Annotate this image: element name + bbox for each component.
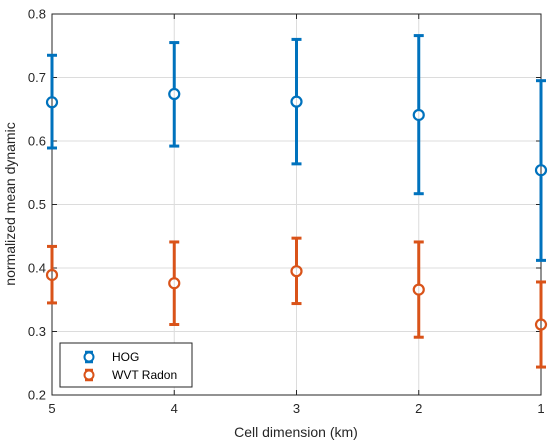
x-axis-ticks: 5 4 3 2 1 <box>48 14 545 416</box>
legend-box <box>59 342 193 388</box>
data-point-marker <box>45 268 59 282</box>
x-axis-label: Cell dimension (km) <box>234 424 358 440</box>
series-wvt-radon <box>45 236 548 369</box>
legend-item-wvt-radon: WVT Radon <box>83 368 177 382</box>
y-tick-label: 0.6 <box>28 134 46 149</box>
data-point-marker <box>290 265 303 278</box>
y-tick-label: 0.4 <box>28 261 46 276</box>
x-tick-label: 4 <box>171 401 178 416</box>
series-hog <box>45 34 548 262</box>
legend-item-hog: HOG <box>83 350 139 364</box>
legend: HOG WVT Radon <box>59 342 193 388</box>
data-point-marker <box>45 96 59 109</box>
data-point-marker <box>168 277 181 290</box>
y-tick-label: 0.5 <box>28 197 46 212</box>
data-point-marker <box>412 283 425 296</box>
data-point-marker <box>412 108 425 122</box>
legend-label: HOG <box>112 350 139 364</box>
y-tick-label: 0.8 <box>28 7 46 22</box>
data-point-marker <box>290 95 303 108</box>
x-tick-label: 3 <box>293 401 300 416</box>
x-tick-label: 5 <box>48 401 55 416</box>
series-group <box>45 34 548 369</box>
y-tick-label: 0.7 <box>28 70 46 85</box>
data-point-marker <box>168 87 181 101</box>
x-tick-label: 1 <box>537 401 544 416</box>
data-point-marker <box>534 318 548 331</box>
legend-marker <box>83 369 95 381</box>
y-axis-label: normalized mean dynamic <box>2 122 18 285</box>
legend-label: WVT Radon <box>112 368 177 382</box>
data-point-marker <box>534 164 548 177</box>
x-tick-label: 2 <box>415 401 422 416</box>
y-tick-label: 0.3 <box>28 324 46 339</box>
y-axis-ticks: 0.2 0.3 0.4 0.5 0.6 0.7 0.8 <box>28 7 541 403</box>
y-tick-label: 0.2 <box>28 388 46 403</box>
legend-marker <box>83 351 95 363</box>
